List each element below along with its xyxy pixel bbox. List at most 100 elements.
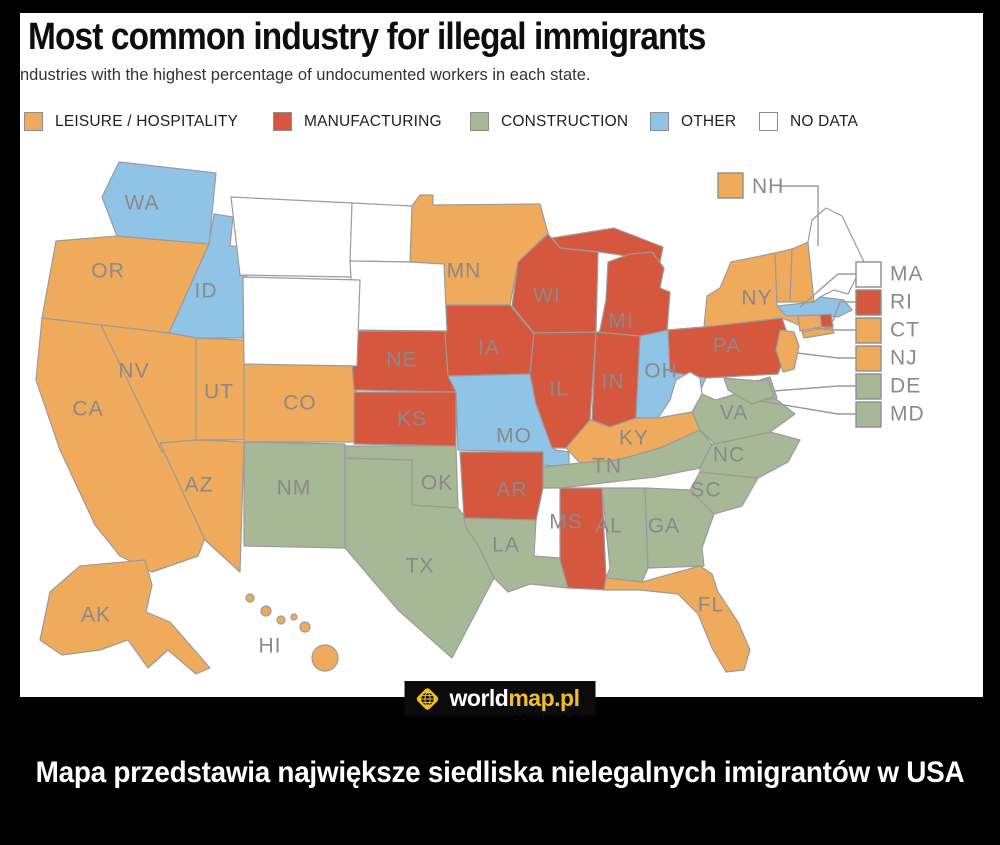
legend-item-no-data: NO DATA <box>759 112 858 131</box>
state-label-NC: NC <box>713 444 745 467</box>
state-VT <box>774 248 793 303</box>
state-MA <box>776 296 853 318</box>
callout-line-CT <box>813 327 856 331</box>
callout-label-NJ: NJ <box>890 347 918 370</box>
legend-label: LEISURE / HOSPITALITY <box>55 112 239 130</box>
state-label-NM: NM <box>277 477 312 500</box>
state-label-WI: WI <box>533 285 561 308</box>
state-label-KS: KS <box>397 408 427 431</box>
worldmap-logo: worldmap.pl <box>404 681 596 716</box>
nh-callout-line <box>781 185 819 246</box>
callout-swatch-MD <box>855 401 882 428</box>
nh-callout-swatch <box>717 172 744 199</box>
legend-swatch-construction <box>470 112 489 131</box>
callout-line-DE <box>773 385 856 392</box>
state-NJ <box>775 329 800 373</box>
state-label-TN: TN <box>592 455 622 478</box>
state-label-OH: OH <box>644 360 678 383</box>
callout-line-MA <box>799 273 856 308</box>
state-label-MI: MI <box>608 310 633 333</box>
legend-label: MANUFACTURING <box>304 112 442 130</box>
state-label-KY: KY <box>619 427 649 450</box>
state-label-NE: NE <box>386 349 417 372</box>
callout-swatch-MA <box>855 261 882 288</box>
state-label-AR: AR <box>496 479 527 502</box>
state-label-IL: IL <box>549 378 569 401</box>
state-WV <box>657 371 703 419</box>
nh-callout-label: NH <box>752 175 784 198</box>
bottom-caption: Mapa przedstawia największe siedliska ni… <box>35 756 965 789</box>
state-AR <box>459 451 544 521</box>
callout-label-RI: RI <box>890 291 913 314</box>
state-SD <box>349 260 448 332</box>
state-FL <box>603 565 751 673</box>
legend-swatch-other <box>650 112 669 131</box>
state-RI <box>819 313 834 328</box>
legend-swatch-no-data <box>759 112 778 131</box>
page-title: Most common industry for illegal immigra… <box>28 16 706 58</box>
callout-line-RI <box>832 301 856 322</box>
state-AK <box>39 559 211 675</box>
callout-label-MD: MD <box>890 403 925 426</box>
state-label-TX: TX <box>406 555 435 578</box>
state-ND <box>349 202 413 263</box>
logo-text-map-pl: map.pl <box>508 685 580 711</box>
callout-label-MA: MA <box>890 263 924 286</box>
state-HI <box>260 605 272 617</box>
state-label-VA: VA <box>720 402 748 425</box>
callout-swatch-CT <box>855 317 882 344</box>
state-MT <box>230 196 353 278</box>
state-label-ID: ID <box>195 280 218 303</box>
state-MI <box>591 251 671 349</box>
state-label-WA: WA <box>124 192 159 215</box>
state-label-SC: SC <box>690 479 721 502</box>
state-label-CA: CA <box>72 398 103 421</box>
legend-label: OTHER <box>681 112 737 130</box>
state-label-AK: AK <box>81 604 111 627</box>
state-MD <box>723 377 775 405</box>
state-LA <box>463 517 569 593</box>
state-label-CO: CO <box>283 392 317 415</box>
logo-text-world: world <box>449 685 509 711</box>
legend-item-construction: CONSTRUCTION <box>470 112 628 131</box>
state-KS <box>353 391 457 447</box>
state-label-MO: MO <box>496 425 532 448</box>
callout-label-DE: DE <box>890 375 921 398</box>
state-label-LA: LA <box>492 534 520 557</box>
legend-item-leisure: LEISURE / HOSPITALITY <box>24 112 238 131</box>
state-label-OR: OR <box>91 260 125 283</box>
state-HI <box>311 644 339 672</box>
state-HI <box>245 593 255 603</box>
callout-swatch-RI <box>855 289 882 316</box>
state-ME <box>807 207 865 303</box>
state-label-NV: NV <box>118 360 149 383</box>
state-label-UT: UT <box>204 381 234 404</box>
callout-label-CT: CT <box>890 319 920 342</box>
state-HI <box>290 613 298 621</box>
state-label-PA: PA <box>713 335 741 358</box>
state-label-MS: MS <box>549 511 583 534</box>
legend-label: NO DATA <box>790 112 858 130</box>
legend-item-manufacturing: MANUFACTURING <box>273 112 442 131</box>
callout-line-NJ <box>796 352 856 359</box>
legend-item-other: OTHER <box>650 112 736 131</box>
worldmap-logo-text: worldmap.pl <box>450 685 580 712</box>
legend-label: CONSTRUCTION <box>501 112 629 130</box>
state-label-NY: NY <box>741 287 772 310</box>
page-subtitle: ndustries with the highest percentage of… <box>20 66 591 84</box>
legend-swatch-manufacturing <box>273 112 292 131</box>
state-label-AL: AL <box>595 515 623 538</box>
state-AZ <box>159 439 245 573</box>
state-label-HI: HI <box>259 635 282 658</box>
state-MS <box>559 487 611 591</box>
state-label-OK: OK <box>421 472 453 495</box>
state-HI <box>299 621 311 633</box>
state-label-AZ: AZ <box>185 474 214 497</box>
legend-swatch-leisure <box>24 112 43 131</box>
state-label-GA: GA <box>648 515 680 538</box>
callout-swatch-DE <box>855 373 882 400</box>
state-label-FL: FL <box>698 594 725 617</box>
state-label-IN: IN <box>602 371 625 394</box>
